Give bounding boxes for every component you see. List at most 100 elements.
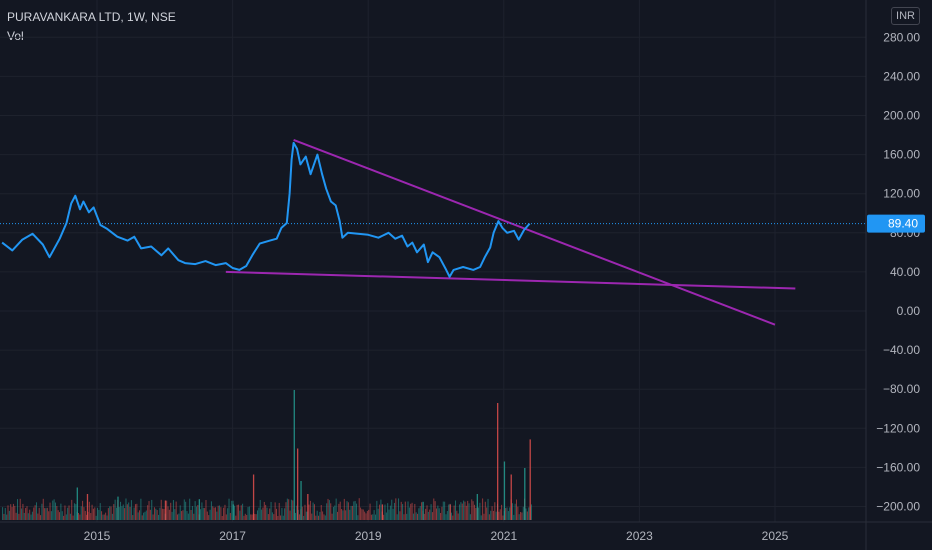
volume-bar — [49, 502, 51, 520]
volume-bar — [483, 513, 485, 520]
trendline-1 — [293, 139, 776, 326]
volume-bar — [7, 505, 9, 520]
volume-bar — [308, 504, 310, 520]
volume-bar — [144, 511, 146, 520]
volume-bar — [148, 501, 150, 520]
volume-bar — [115, 507, 117, 520]
volume-bar — [498, 511, 500, 520]
volume-bar — [37, 513, 39, 520]
volume-bar — [210, 501, 212, 520]
volume-bar — [18, 513, 20, 520]
volume-bar — [399, 511, 401, 520]
volume-bar — [220, 507, 222, 520]
volume-bar — [452, 515, 454, 520]
volume-bar — [441, 506, 443, 520]
volume-bar — [384, 504, 386, 520]
volume-bar — [182, 510, 184, 520]
volume-bar — [514, 503, 516, 520]
volume-bar — [140, 498, 142, 520]
volume-bar — [480, 515, 482, 520]
volume-bar — [446, 511, 448, 520]
volume-bar — [521, 512, 523, 520]
volume-bar — [290, 499, 292, 520]
volume-bar — [68, 505, 70, 520]
volume-bar — [398, 498, 400, 520]
volume-bar — [414, 503, 416, 520]
volume-bar — [275, 508, 277, 520]
volume-bar — [316, 510, 318, 520]
volume-bar — [257, 510, 259, 520]
volume-bar — [526, 511, 528, 520]
volume-bar — [141, 515, 143, 520]
volume-bar — [187, 513, 189, 520]
y-tick-label: 160.00 — [883, 148, 920, 162]
volume-bar — [392, 508, 394, 520]
volume-label: Vol — [7, 29, 24, 43]
volume-bar — [155, 508, 157, 520]
x-tick-label: 2019 — [355, 529, 382, 543]
volume-bar — [240, 505, 242, 520]
volume-bar — [137, 512, 139, 520]
volume-bar — [373, 510, 375, 520]
volume-bar — [102, 514, 104, 520]
volume-bar — [502, 515, 504, 520]
x-tick-label: 2025 — [762, 529, 789, 543]
volume-bar — [105, 512, 107, 520]
volume-bar — [444, 501, 446, 520]
x-tick-label: 2021 — [490, 529, 517, 543]
volume-bar — [194, 501, 196, 520]
volume-bar — [520, 511, 522, 520]
volume-bar — [355, 503, 357, 520]
volume-bar — [50, 511, 52, 520]
y-tick-label: 200.00 — [883, 109, 920, 123]
volume-bar — [168, 509, 170, 520]
volume-bar — [6, 514, 8, 520]
trendline-2 — [225, 270, 796, 290]
volume-bar — [164, 500, 167, 520]
volume-bar — [282, 515, 284, 520]
volume-bar — [3, 513, 5, 520]
currency-button[interactable]: INR — [891, 7, 920, 25]
volume-bar — [216, 511, 218, 520]
volume-bar — [327, 498, 329, 520]
volume-bar — [205, 500, 207, 520]
y-tick-label: −160.00 — [876, 460, 920, 474]
volume-bar — [300, 481, 302, 520]
volume-bar — [278, 502, 280, 520]
volume-bar — [91, 504, 93, 520]
volume-bar — [129, 506, 131, 520]
volume-bar — [67, 507, 69, 520]
volume-bar — [501, 504, 503, 520]
volume-bar — [349, 509, 351, 520]
volume-bar — [259, 499, 261, 520]
x-tick-label: 2017 — [219, 529, 246, 543]
volume-bar — [506, 507, 508, 520]
volume-bar — [128, 502, 130, 520]
volume-bar — [35, 502, 37, 520]
volume-bar — [33, 507, 35, 520]
volume-bar — [134, 504, 136, 520]
volume-bar — [433, 498, 435, 520]
volume-bar — [38, 507, 40, 520]
volume-bar — [335, 498, 337, 520]
volume-bar — [525, 508, 527, 520]
y-tick-label: 0.00 — [897, 304, 921, 318]
volume-bar — [297, 448, 299, 520]
volume-bar — [445, 514, 447, 520]
volume-bar — [530, 504, 532, 520]
volume-bar — [484, 501, 486, 520]
volume-bar — [120, 501, 122, 520]
volume-bar — [208, 515, 210, 520]
volume-bar — [425, 508, 427, 520]
volume-bar — [71, 499, 73, 520]
volume-bar — [286, 498, 288, 520]
volume-bar — [368, 509, 370, 520]
volume-bar — [145, 510, 147, 520]
volume-bar — [376, 500, 378, 520]
y-tick-label: −40.00 — [883, 343, 920, 357]
volume-bar — [281, 508, 283, 520]
volume-bar — [341, 509, 343, 520]
volume-bar — [372, 514, 374, 520]
volume-bar — [75, 504, 77, 520]
